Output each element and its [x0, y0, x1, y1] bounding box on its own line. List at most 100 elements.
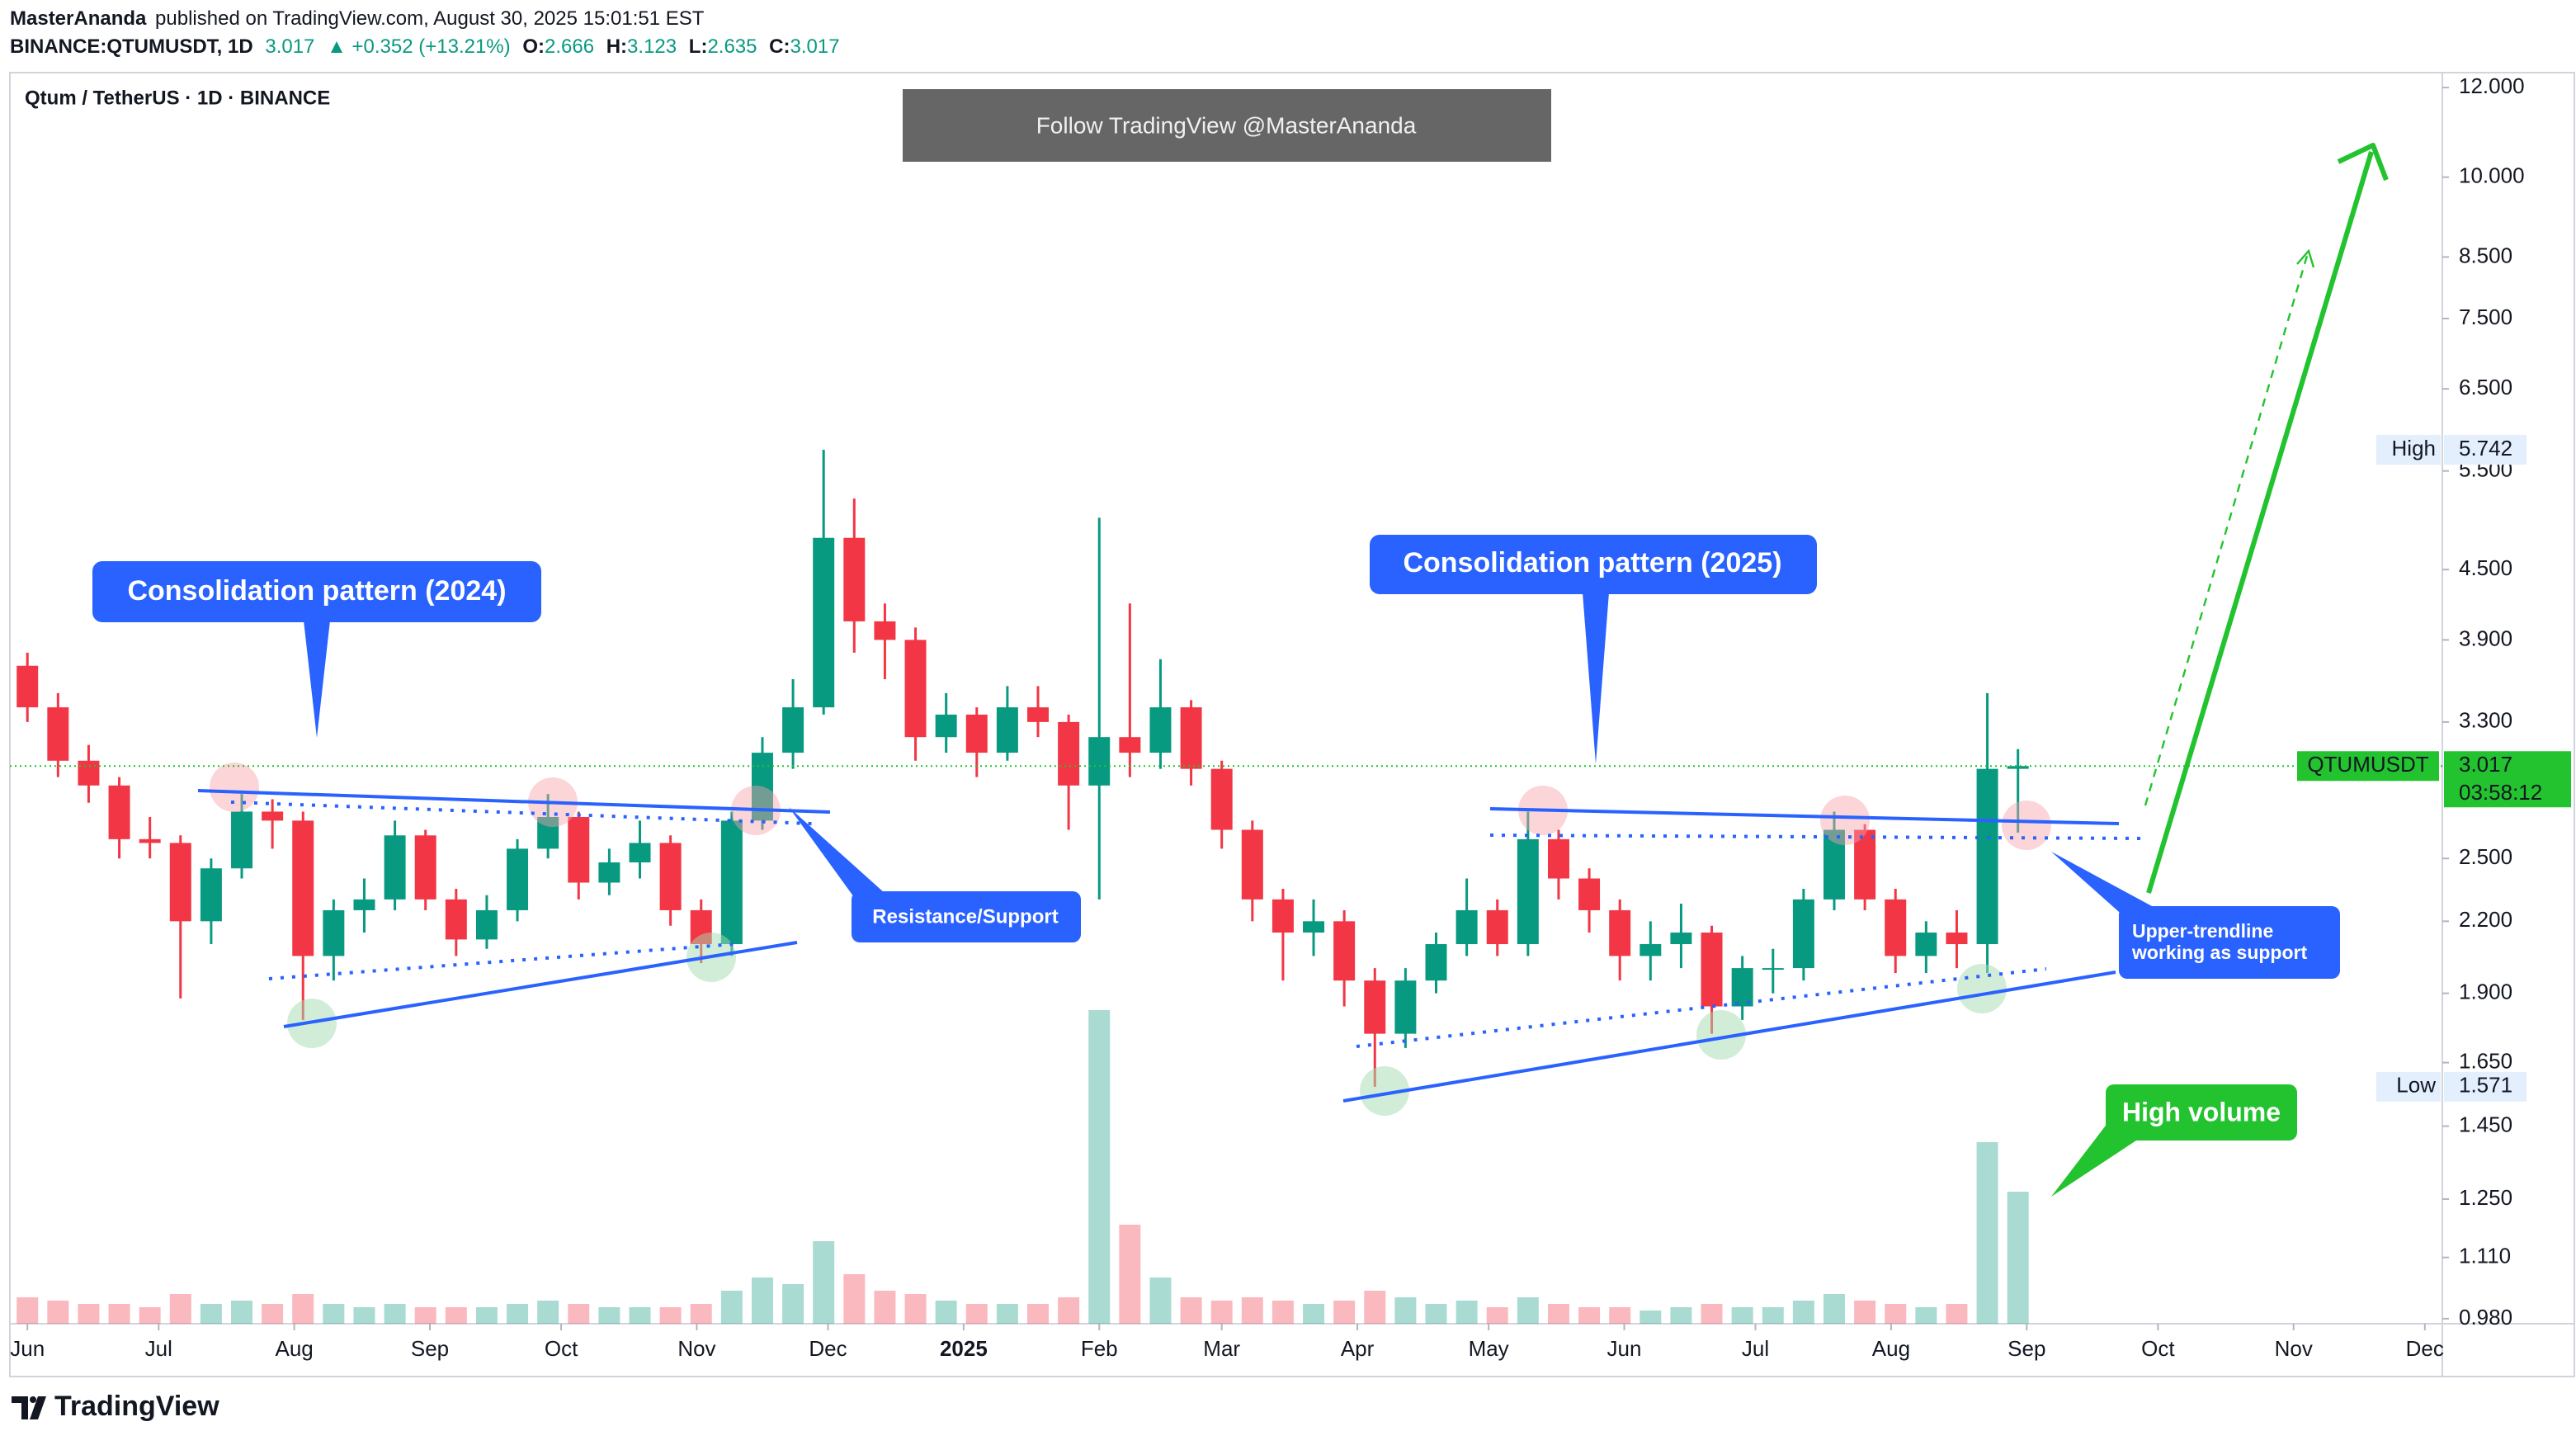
callout-text: Consolidation pattern (2024) [127, 575, 506, 607]
high-label: High [2392, 436, 2436, 460]
volume-bar [1394, 1297, 1417, 1324]
touch-circle [210, 763, 259, 812]
y-tick-label: 1.900 [2459, 980, 2512, 1004]
candle-body [507, 848, 529, 910]
callout: Consolidation pattern (2024) [92, 561, 541, 738]
ohlc-value: 2.666 [545, 35, 594, 58]
candle-body [353, 899, 375, 910]
candle-body [1394, 980, 1417, 1034]
symbol-line: BINANCE:QTUMUSDT, 1D 3.017 ▲ +0.352 (+13… [10, 35, 840, 58]
low-label-tag [2376, 1071, 2441, 1102]
callout-text: Upper-trendline [2132, 920, 2273, 942]
volume-bar [1486, 1307, 1508, 1324]
x-tick-label: May [1469, 1336, 1509, 1361]
candle-body [445, 899, 467, 940]
volume-bar [262, 1304, 284, 1324]
high-value-tag [2444, 435, 2526, 465]
candle-body [1946, 933, 1968, 945]
volume-bar [1731, 1307, 1753, 1324]
banner-text: Follow TradingView @MasterAnanda [1036, 112, 1417, 138]
projection-arrow [2146, 151, 2374, 894]
x-tick-label: Aug [276, 1336, 314, 1361]
touch-circle [1360, 1066, 1409, 1116]
published: published on TradingView.com, August 30,… [155, 7, 705, 30]
trendline [1489, 807, 2120, 825]
y-tick-label: 1.250 [2459, 1185, 2512, 1210]
candle-body [1578, 878, 1601, 910]
candle-body [1271, 899, 1294, 933]
candle-body [323, 909, 345, 956]
volume-bar [1455, 1301, 1478, 1324]
x-tick-label: Nov [677, 1336, 715, 1361]
x-tick-label: Oct [2141, 1336, 2175, 1361]
candle-body [1701, 933, 1723, 1007]
x-tick-label: Sep [411, 1336, 449, 1361]
touch-circle [2002, 801, 2051, 850]
volume-bar [1885, 1304, 1907, 1324]
volume-bar [231, 1301, 253, 1324]
symbol-tag [2297, 751, 2439, 782]
x-tick-label: Nov [2275, 1336, 2313, 1361]
arrow-head [2296, 248, 2315, 268]
callout: High volume [2051, 1084, 2297, 1197]
low-value-tag [2444, 1071, 2526, 1102]
volume-bar [813, 1241, 835, 1324]
volume-bar [475, 1307, 498, 1324]
volume-bar [751, 1278, 773, 1324]
volume-bar [1854, 1301, 1876, 1324]
candle-body [629, 843, 651, 862]
x-tick-label: 2025 [940, 1336, 988, 1361]
candle-body [1027, 707, 1049, 722]
volume-bar [1303, 1304, 1325, 1324]
candle-body [108, 785, 130, 839]
y-tick-label: 6.500 [2459, 375, 2512, 399]
candle-body [2007, 766, 2029, 769]
volume-bar [292, 1294, 314, 1324]
candle-body [1885, 899, 1907, 956]
logo-text: TradingView [54, 1391, 219, 1422]
volume-bar [2007, 1192, 2029, 1324]
volume-bar [1149, 1278, 1172, 1324]
volume-bar [17, 1297, 39, 1324]
volume-bar [200, 1304, 222, 1324]
candle-body [17, 665, 39, 708]
volume-bar [1976, 1142, 1998, 1324]
x-tick-label: Jul [1742, 1336, 1769, 1361]
candle-body [782, 707, 804, 753]
volume-bar [323, 1304, 345, 1324]
candle-body [1976, 768, 1998, 945]
ohlc-key: O: [522, 35, 545, 58]
ohlc-key: H: [606, 35, 627, 58]
volume-bar [1823, 1294, 1845, 1324]
high-value: 5.742 [2459, 436, 2512, 460]
callout-text: Consolidation pattern (2025) [1403, 547, 1781, 579]
candle-body [414, 835, 436, 900]
ohlc-value: 3.123 [627, 35, 677, 58]
volume-bar [996, 1304, 1018, 1324]
candle-body [139, 838, 161, 843]
candle-body [843, 537, 866, 621]
volume-bar [1915, 1307, 1937, 1324]
volume-bar [874, 1291, 896, 1324]
candle-body [384, 835, 406, 900]
last-price-value: 3.017 [2459, 752, 2512, 777]
callout-pointer [2051, 852, 2152, 918]
volume-bar [629, 1307, 651, 1324]
projection-dashed [2144, 255, 2309, 806]
volume-bar [1578, 1307, 1601, 1324]
volume-bar [1425, 1304, 1447, 1324]
volume-bar [598, 1307, 620, 1324]
volume-bar [47, 1301, 69, 1324]
callout-text: High volume [2122, 1097, 2281, 1126]
candle-body [904, 640, 927, 738]
chart-frame [9, 72, 2575, 1377]
callout-box [852, 891, 1081, 942]
trendline [1342, 971, 2116, 1103]
volume-bar [782, 1284, 804, 1324]
volume-bar [690, 1304, 712, 1324]
high-label-tag [2376, 435, 2441, 465]
trendline-dotted [230, 801, 813, 825]
candle-layer [17, 450, 2029, 1087]
volume-bar [1333, 1301, 1356, 1324]
